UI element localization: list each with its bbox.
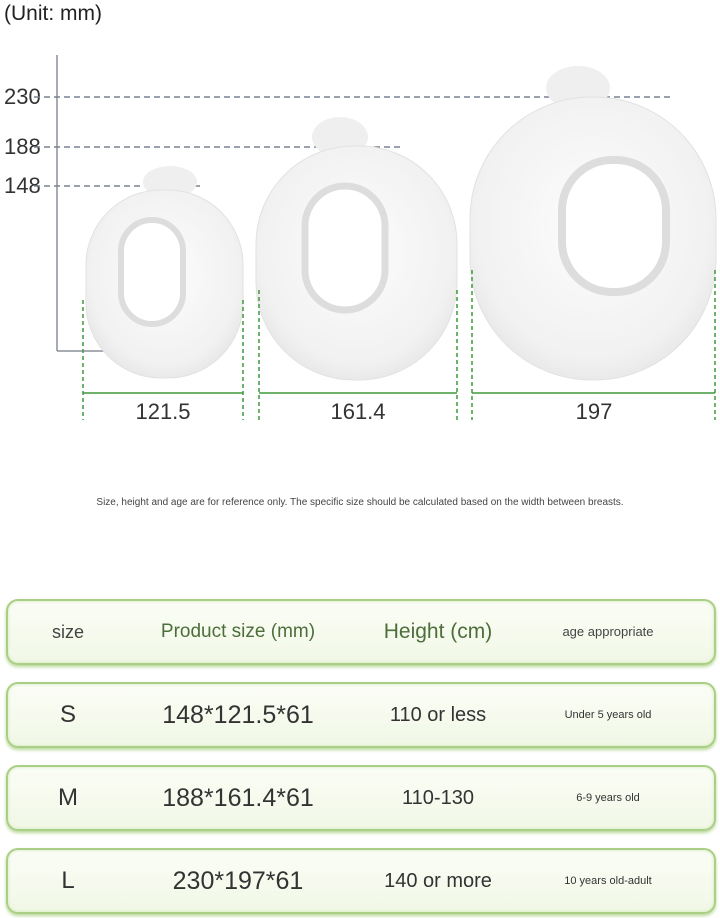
width-label-m: 161.4 bbox=[330, 399, 386, 424]
pad-medium bbox=[255, 117, 458, 381]
width-label-l: 197 bbox=[575, 399, 613, 424]
header-age: age appropriate bbox=[562, 624, 654, 639]
cell-product-size: 148*121.5*61 bbox=[162, 701, 314, 729]
table-row: L 230*197*61 140 or more 10 years old-ad… bbox=[6, 848, 716, 914]
cell-age: 10 years old-adult bbox=[564, 875, 652, 887]
cell-age: Under 5 years old bbox=[564, 709, 652, 721]
width-dimensions bbox=[82, 270, 716, 420]
cell-size: M bbox=[58, 784, 78, 811]
header-size: size bbox=[51, 622, 84, 642]
table-row: S 148*121.5*61 110 or less Under 5 years… bbox=[6, 682, 716, 748]
pad-large bbox=[469, 66, 717, 381]
width-label-s: 121.5 bbox=[135, 399, 191, 424]
cell-product-size: 230*197*61 bbox=[172, 867, 304, 895]
cell-height: 110 or less bbox=[389, 704, 487, 726]
cell-product-size: 188*161.4*61 bbox=[162, 784, 314, 812]
cell-height: 140 or more bbox=[384, 870, 492, 892]
pad-small bbox=[85, 166, 244, 379]
cell-size: L bbox=[61, 867, 75, 894]
table-header: size Product size (mm) Height (cm) age a… bbox=[6, 599, 716, 665]
cell-height: 110-130 bbox=[402, 787, 474, 809]
header-product-size: Product size (mm) bbox=[160, 621, 316, 642]
table-row: M 188*161.4*61 110-130 6-9 years old bbox=[6, 765, 716, 831]
header-height: Height (cm) bbox=[383, 620, 493, 643]
cell-age: 6-9 years old bbox=[576, 792, 640, 804]
reference-note: Size, height and age are for reference o… bbox=[96, 497, 624, 508]
cell-size: S bbox=[59, 701, 76, 728]
size-diagram bbox=[34, 55, 717, 420]
unit-label: (Unit: mm) bbox=[4, 2, 102, 25]
